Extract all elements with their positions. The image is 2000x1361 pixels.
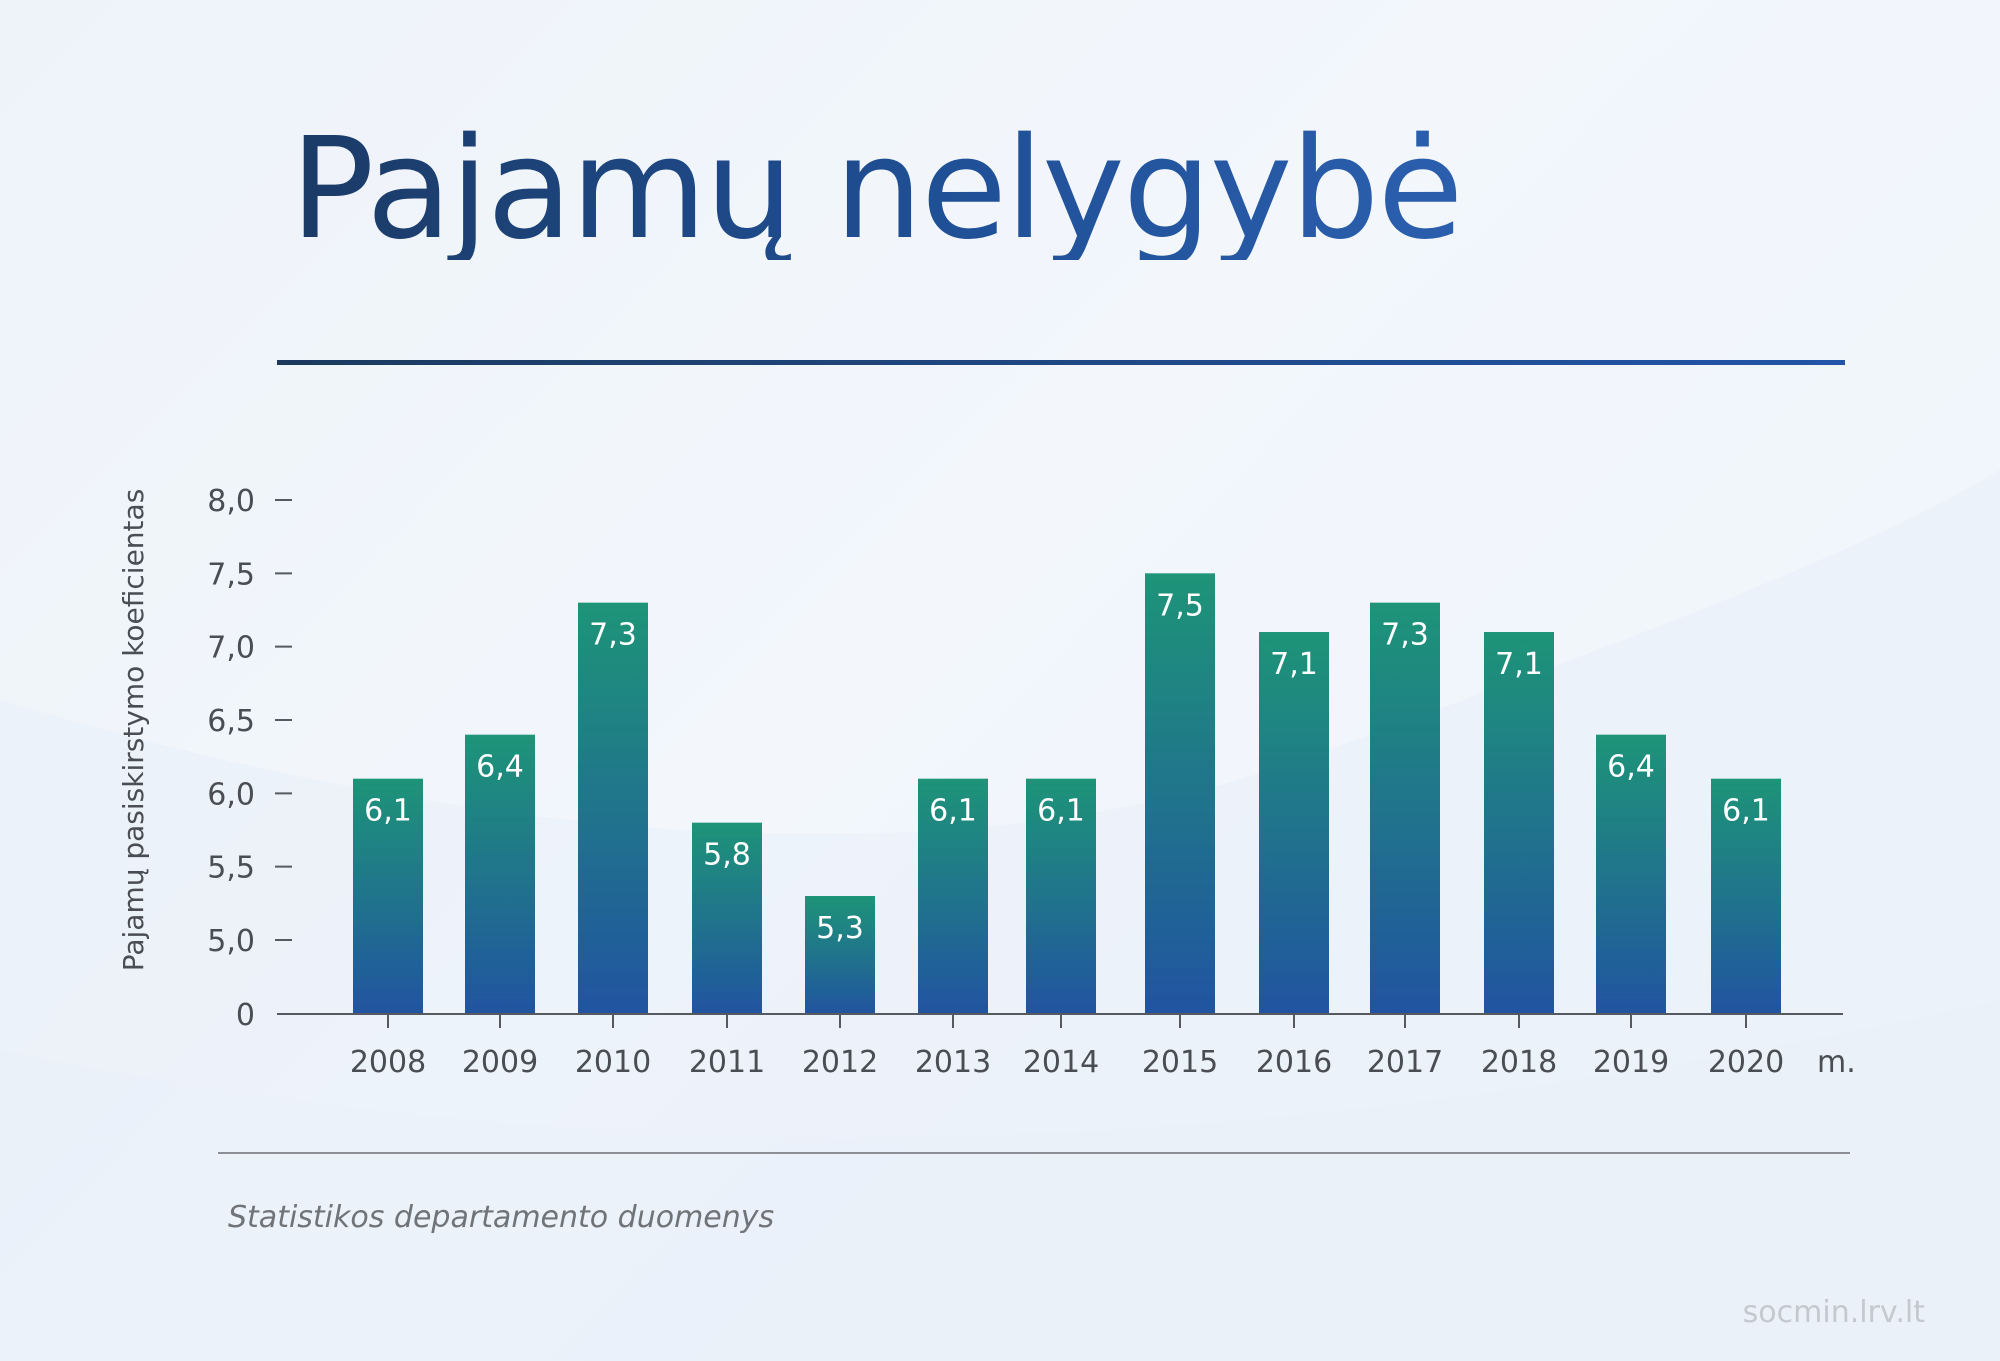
- bar-value-label: 6,4: [1607, 750, 1655, 785]
- x-tick-label: 2011: [689, 1045, 765, 1080]
- y-tick-label: 6,0: [207, 777, 255, 812]
- bar-value-label: 7,1: [1495, 647, 1543, 682]
- bar-value-label: 7,3: [1381, 618, 1429, 653]
- bar: [353, 778, 423, 1014]
- bar-value-label: 5,8: [703, 838, 751, 873]
- bar-value-label: 7,3: [589, 618, 637, 653]
- title-divider: [277, 360, 1845, 365]
- bar: [1484, 632, 1554, 1014]
- x-tick-label: 2016: [1256, 1045, 1332, 1080]
- x-tick-label: 2015: [1142, 1045, 1218, 1080]
- bar-value-label: 6,1: [364, 794, 412, 829]
- bar: [1259, 632, 1329, 1014]
- bar: [1026, 778, 1096, 1014]
- bar-value-label: 7,5: [1156, 588, 1204, 623]
- bar: [1596, 734, 1666, 1014]
- x-tick-label: 2012: [802, 1045, 878, 1080]
- bar: [918, 778, 988, 1014]
- bar-value-label: 7,1: [1270, 647, 1318, 682]
- y-tick-label: 5,0: [207, 924, 255, 959]
- y-tick-label: 8,0: [207, 484, 255, 519]
- bar-value-label: 6,4: [476, 750, 524, 785]
- x-tick-label: 2010: [575, 1045, 651, 1080]
- x-tick-label: 2020: [1708, 1045, 1784, 1080]
- bar: [578, 602, 648, 1014]
- x-tick-label: 2013: [915, 1045, 991, 1080]
- x-axis-unit: m.: [1817, 1045, 1856, 1080]
- bar: [465, 734, 535, 1014]
- bar-value-label: 6,1: [929, 794, 977, 829]
- bar-value-label: 6,1: [1722, 794, 1770, 829]
- x-tick-label: 2014: [1023, 1045, 1099, 1080]
- y-tick-label: 7,5: [207, 557, 255, 592]
- bar: [1370, 602, 1440, 1014]
- y-axis-label: Pajamų pasiskirstymo koeficientas: [117, 489, 150, 972]
- bar: [692, 822, 762, 1014]
- bar: [1711, 778, 1781, 1014]
- y-tick-label: 0: [236, 998, 255, 1033]
- bar: [805, 896, 875, 1014]
- page-title: Pajamų nelygybė: [290, 108, 1464, 271]
- x-tick-label: 2008: [350, 1045, 426, 1080]
- source-divider: [218, 1152, 1850, 1154]
- x-tick-label: 2017: [1367, 1045, 1443, 1080]
- x-tick-label: 2009: [462, 1045, 538, 1080]
- watermark: socmin.lrv.lt: [1742, 1295, 1925, 1330]
- bar-value-label: 6,1: [1037, 794, 1085, 829]
- y-tick-label: 7,0: [207, 631, 255, 666]
- y-tick-label: 6,5: [207, 704, 255, 739]
- x-tick-label: 2018: [1481, 1045, 1557, 1080]
- y-tick-label: 5,5: [207, 851, 255, 886]
- bar: [1145, 573, 1215, 1014]
- x-tick-label: 2019: [1593, 1045, 1669, 1080]
- source-note: Statistikos departamento duomenys: [228, 1200, 775, 1235]
- bar-value-label: 5,3: [816, 911, 864, 946]
